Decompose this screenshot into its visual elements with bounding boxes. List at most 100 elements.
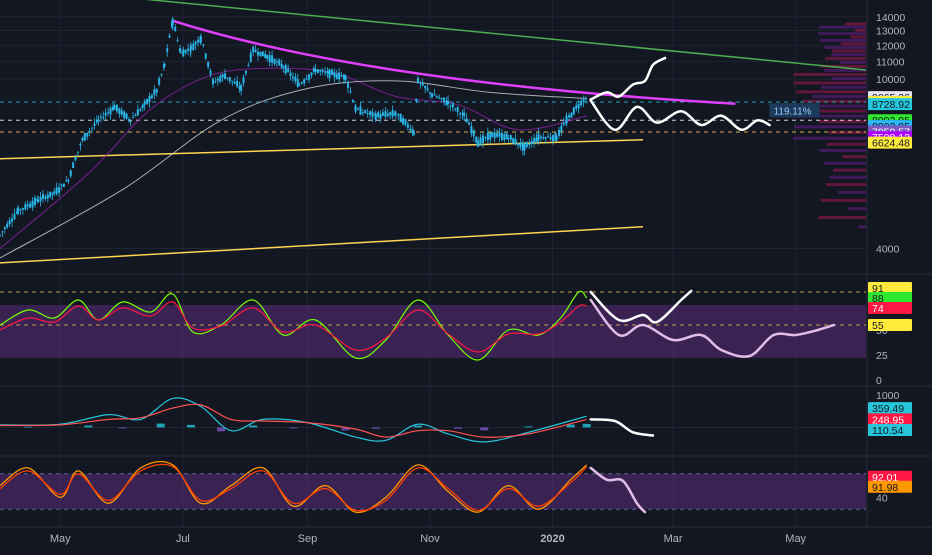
candlestick-series [0,16,587,238]
candle-body [335,73,338,79]
candle-body [445,100,448,106]
candle-body [264,53,267,59]
percent-annotation-text: 119.11% [774,106,812,117]
candle-body [1,231,4,233]
candle-body [111,106,114,111]
price-label: 8728.92 [868,98,912,111]
candle-body [49,191,52,197]
candle-body [74,156,77,161]
volume-profile-bar [793,72,866,76]
candle-body [430,93,433,98]
rsi-projection-path [589,298,836,358]
candle-body [15,211,18,214]
candle-body [496,133,499,137]
candle-body [184,49,187,54]
macd-label-bg [868,424,912,437]
volume-profile-bar [793,136,866,140]
rsi-label: 88 [868,292,912,305]
candle-body [328,69,331,79]
candle-body [479,137,482,145]
volume-profile-bar [858,225,866,229]
candle-body [102,116,105,118]
candle-body [537,133,540,141]
rsi-axis-tick: 0 [876,375,882,387]
candle-body [44,196,47,199]
candle-body [314,68,317,73]
candle-body [259,51,262,56]
candle-body [577,103,580,109]
stoch-band [0,473,866,510]
candle-body [391,109,394,117]
candle-body [397,113,400,116]
candle-body [179,52,182,54]
candle-body [324,71,327,73]
candle-body [459,113,462,115]
rsi-label-text: 74 [872,303,884,315]
candle-body [482,135,485,143]
candle-body [364,110,367,113]
candle-body [463,112,466,117]
candle-body [525,142,528,148]
candle-body [491,132,494,138]
volume-profile [793,22,866,229]
candle-body [512,138,515,144]
candle-body [228,77,231,82]
candle-body [521,142,524,151]
price-label: 6624.48 [868,136,912,150]
candle-body [312,68,315,72]
price-label-bg [868,136,912,149]
candle-body [359,106,362,115]
candle-body [547,136,550,138]
stoch-label: 91.98 [868,480,912,494]
rsi-line [0,290,588,361]
volume-profile-bar [796,90,866,94]
candle-body [340,75,343,77]
rsi-axis-tick: 25 [876,350,888,362]
projection-path [589,99,771,132]
candle-body [211,79,214,85]
candle-body [244,70,247,74]
candle-body [199,36,202,42]
long_trend_line [145,0,867,71]
volume-profile-bar [840,42,866,46]
macd-projection-path [589,418,655,437]
candle-body [197,39,200,43]
candle-body [580,100,583,106]
candle-body [338,72,341,80]
candle-body [104,112,107,116]
candle-body [6,223,9,228]
candle-body [433,94,436,96]
price-label-text: 8728.92 [872,99,910,111]
candle-body [484,137,487,139]
candle-body [0,234,1,236]
macd-histogram-bar [84,425,93,428]
rsi-label-text: 91 [872,283,884,295]
candle-body [162,64,165,69]
candle-body [456,106,459,113]
candle-body [19,209,22,211]
candle-body [26,204,29,207]
candle-body [347,82,350,88]
candle-body [472,130,475,137]
candle-body [21,208,24,210]
rsi-label: 55 [868,319,912,332]
candle-body [321,69,324,72]
candle-body [584,98,587,100]
candle-body [424,85,427,89]
candle-body [280,63,283,68]
x-axis-label: May [785,533,806,545]
candle-body [39,196,42,202]
rsi-label-bg [868,302,912,314]
candle-body [449,105,452,107]
rsi-label-text: 55 [872,320,884,332]
candle-body [409,128,412,131]
candle-body [514,138,517,145]
candle-body [247,65,250,67]
candle-body [289,72,292,76]
candle-body [17,207,20,215]
candle-body [168,35,171,38]
candle-body [249,52,252,62]
